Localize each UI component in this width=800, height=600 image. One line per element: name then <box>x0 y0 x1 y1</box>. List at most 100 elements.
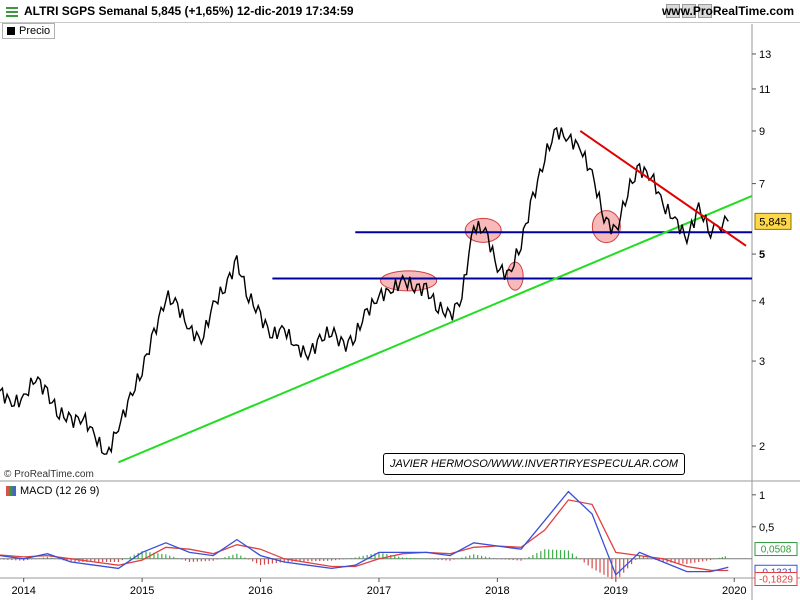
x-tick-label: 2018 <box>485 585 509 597</box>
x-tick-label: 2014 <box>11 585 35 597</box>
minimize-button[interactable] <box>666 4 680 18</box>
macd-histogram-bar <box>694 558 696 563</box>
macd-histogram-bar <box>724 556 726 559</box>
macd-histogram-bar <box>662 558 664 562</box>
macd-histogram-bar <box>177 558 179 559</box>
macd-histogram-bar <box>449 558 451 561</box>
macd-histogram-bar <box>307 558 309 562</box>
x-tick-label: 2019 <box>604 585 628 597</box>
macd-histogram-bar <box>169 555 171 559</box>
brand-url[interactable]: www.ProRealTime.com <box>661 4 794 18</box>
maximize-button[interactable] <box>682 4 696 18</box>
macd-histogram-bar <box>579 558 581 560</box>
macd-histogram-bar <box>141 551 143 559</box>
macd-histogram-bar <box>453 558 455 560</box>
macd-histogram-bar <box>113 558 116 562</box>
macd-histogram-bar <box>38 558 41 559</box>
macd-histogram-bar <box>346 558 348 560</box>
macd-histogram-bar <box>508 558 510 560</box>
macd-histogram-bar <box>500 558 502 560</box>
macd-histogram-bar <box>709 558 712 561</box>
macd-histogram-bar <box>102 558 104 562</box>
macd-histogram-bar <box>299 558 301 562</box>
macd-histogram-bar <box>480 555 483 559</box>
macd-histogram-bar <box>469 555 471 559</box>
macd-histogram-bar <box>224 557 226 559</box>
macd-histogram-bar <box>287 558 289 562</box>
macd-histogram-bar <box>327 558 329 561</box>
x-tick-label: 2020 <box>722 585 746 597</box>
macd-histogram-bar <box>50 557 52 559</box>
macd-histogram-bar <box>634 558 637 560</box>
macd-histogram-bar <box>362 555 364 559</box>
macd-histogram-bar <box>425 558 427 560</box>
macd-histogram-bar <box>23 558 25 561</box>
macd-histogram-bar <box>121 558 123 561</box>
macd-histogram-bar <box>157 553 159 559</box>
x-tick-label: 2015 <box>130 585 154 597</box>
macd-histogram-bar <box>575 556 577 559</box>
macd-signal-line <box>0 499 729 572</box>
macd-histogram-bar <box>109 558 112 562</box>
macd-histogram-bar <box>591 558 593 569</box>
macd-histogram-bar <box>145 551 147 559</box>
macd-histogram-bar <box>165 554 167 559</box>
macd-histogram-bar <box>413 558 416 559</box>
macd-histogram-bar <box>715 558 718 560</box>
macd-histogram-bar <box>220 558 222 559</box>
macd-histogram-bar <box>216 558 218 560</box>
macd-histogram-bar <box>378 552 380 559</box>
price-legend[interactable]: Precio <box>2 23 56 39</box>
chart-toolbar: ALTRI SGPS Semanal 5,845 (+1,65%) 12-dic… <box>0 0 800 23</box>
macd-histogram-bar <box>650 558 652 560</box>
macd-histogram-bar <box>409 557 412 559</box>
macd-histogram-bar <box>366 554 368 559</box>
macd-histogram-bar <box>342 558 345 560</box>
macd-histogram-bar <box>706 558 708 561</box>
menu-icon[interactable] <box>5 4 19 18</box>
macd-histogram-bar <box>433 558 435 560</box>
macd-histogram-bar <box>196 558 198 562</box>
price-y-tick-label: 9 <box>759 126 765 138</box>
macd-histogram-bar <box>125 558 127 559</box>
macd-line <box>0 490 729 576</box>
macd-histogram-bar <box>583 558 585 563</box>
macd-histogram-bar <box>11 558 13 561</box>
macd-value-badge <box>754 572 798 587</box>
macd-histogram-bar <box>382 553 384 559</box>
price-panel <box>0 24 752 480</box>
macd-histogram-bar <box>421 558 423 560</box>
macd-value-label: -0,1829 <box>759 575 793 586</box>
price-legend-label: Precio <box>19 25 51 37</box>
macd-histogram-bar <box>457 558 459 560</box>
macd-histogram-bar <box>528 556 530 559</box>
macd-histogram-bar <box>682 558 684 564</box>
macd-histogram-bar <box>94 558 96 562</box>
macd-histogram-bar <box>721 557 723 559</box>
macd-histogram-bar <box>34 558 37 560</box>
macd-histogram-bar <box>271 558 273 564</box>
macd-histogram-bar <box>129 556 131 559</box>
macd-histogram-bar <box>236 553 238 559</box>
price-y-tick-label: 13 <box>759 49 771 61</box>
macd-legend[interactable]: MACD (12 26 9) <box>2 484 104 498</box>
macd-histogram-bar <box>161 553 163 559</box>
macd-histogram-bar <box>516 558 518 561</box>
macd-histogram-bar <box>334 558 337 561</box>
price-y-tick-label: 11 <box>759 84 770 96</box>
macd-histogram-bar <box>686 558 688 564</box>
author-credit: JAVIER HERMOSO/WWW.INVERTIRYESPECULAR.CO… <box>383 453 686 475</box>
macd-histogram-bar <box>311 558 313 562</box>
macd-histogram-bar <box>437 558 439 560</box>
close-button[interactable] <box>698 4 712 18</box>
highlight-ellipse <box>506 261 524 291</box>
macd-histogram-bar <box>595 558 597 571</box>
macd-histogram-bar <box>98 558 100 562</box>
macd-histogram-bar <box>7 558 9 560</box>
macd-histogram-bar <box>702 558 704 562</box>
price-y-tick-label: 2 <box>759 441 765 453</box>
macd-histogram-bar <box>532 554 534 559</box>
macd-histogram-bar <box>42 557 45 559</box>
macd-histogram-bar <box>323 558 325 561</box>
